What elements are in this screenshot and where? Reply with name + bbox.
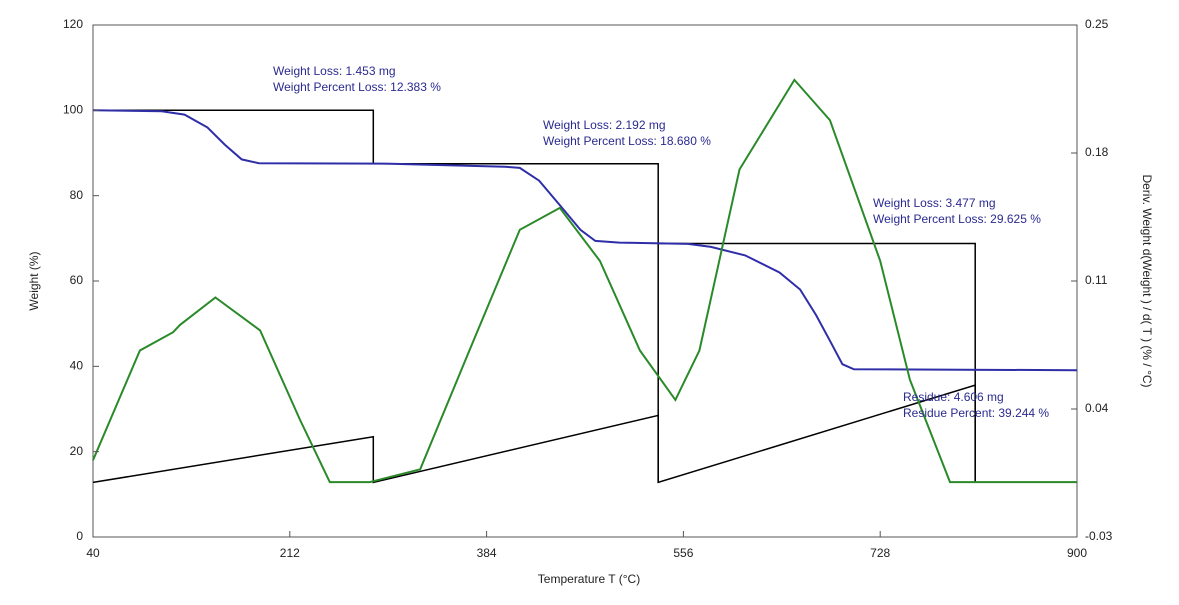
y-tick-label: 40 <box>70 359 84 373</box>
y-tick-label: 100 <box>63 103 83 117</box>
x-tick-label: 212 <box>280 546 300 560</box>
y2-tick-label: 0.04 <box>1085 401 1109 415</box>
y2-axis-label: Deriv. Weight d(Weight ) / d( T ) (% / °… <box>1140 174 1154 387</box>
x-axis-label: Temperature T (°C) <box>538 572 640 586</box>
y2-tick-label: -0.03 <box>1085 529 1113 543</box>
y2-tick-label: 0.18 <box>1085 145 1109 159</box>
y-tick-label: 80 <box>70 188 84 202</box>
y-tick-label: 0 <box>76 529 83 543</box>
annotation: Weight Percent Loss: 29.625 % <box>873 212 1041 226</box>
y-tick-label: 120 <box>63 17 83 31</box>
series-line <box>92 384 976 484</box>
x-tick-label: 900 <box>1067 546 1087 560</box>
series-line <box>92 78 1077 484</box>
x-tick-label: 384 <box>477 546 497 560</box>
annotation: Residue: 4.606 mg <box>903 390 1004 404</box>
annotation: Weight Percent Loss: 18.680 % <box>543 134 711 148</box>
y-axis-label: Weight (%) <box>27 251 41 310</box>
x-tick-label: 40 <box>86 546 100 560</box>
x-tick-label: 556 <box>673 546 693 560</box>
annotation: Weight Loss: 2.192 mg <box>543 118 666 132</box>
plot-frame <box>92 24 1078 538</box>
y2-tick-label: 0.25 <box>1085 17 1109 31</box>
y2-tick-label: 0.11 <box>1085 273 1108 287</box>
y-tick-label: 60 <box>70 273 84 287</box>
y-tick-label: 20 <box>70 444 84 458</box>
annotation: Weight Loss: 3.477 mg <box>873 196 996 210</box>
series-line <box>92 109 1078 372</box>
annotation: Residue Percent: 39.244 % <box>903 406 1049 420</box>
annotation: Weight Percent Loss: 12.383 % <box>273 80 441 94</box>
annotation: Weight Loss: 1.453 mg <box>273 64 396 78</box>
plot <box>92 78 1078 484</box>
series-line <box>93 109 976 483</box>
x-tick-label: 728 <box>870 546 890 560</box>
